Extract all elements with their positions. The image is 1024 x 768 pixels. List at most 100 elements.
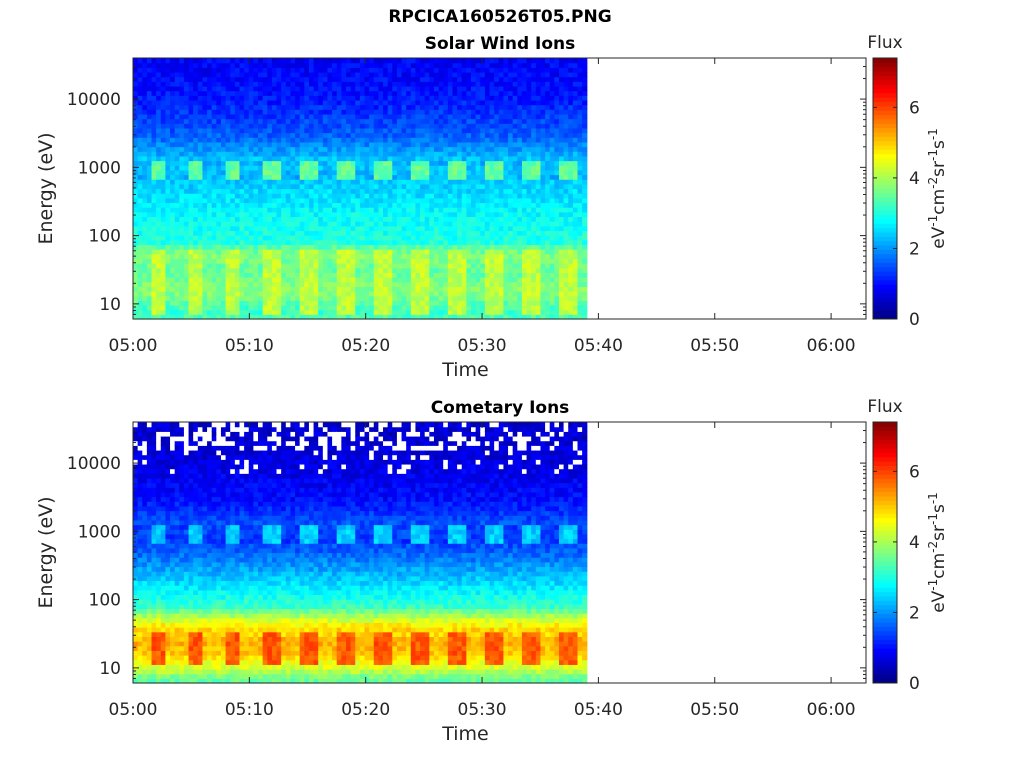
heatmap-cell (211, 113, 217, 120)
heatmap-cell (401, 160, 407, 166)
heatmap-cell (489, 127, 495, 134)
heatmap-cell (443, 99, 449, 106)
heatmap-cell (183, 295, 190, 301)
heatmap-cell (438, 127, 444, 134)
heatmap-cell (207, 258, 213, 264)
heatmap-cell (452, 127, 458, 134)
heatmap-cell (341, 235, 347, 241)
heatmap-cell (151, 281, 157, 287)
heatmap-cell (234, 179, 241, 185)
heatmap-cell (313, 216, 319, 222)
heatmap-cell (345, 169, 352, 176)
heatmap-cell (341, 249, 347, 255)
heatmap-cell (383, 118, 389, 124)
heatmap-cell (276, 193, 282, 199)
heatmap-cell (216, 169, 222, 176)
heatmap-cell (267, 62, 273, 68)
heatmap-cell (410, 123, 417, 129)
heatmap-cell (220, 216, 227, 222)
heatmap-cell (197, 300, 204, 306)
heatmap-cell (457, 300, 463, 306)
heatmap-cell (369, 314, 375, 320)
heatmap-cell (244, 277, 250, 283)
heatmap-cell (503, 291, 509, 297)
heatmap-cell (207, 141, 213, 148)
heatmap-cell (378, 244, 384, 250)
heatmap-cell (475, 155, 481, 162)
heatmap-cell (480, 277, 486, 283)
heatmap-cell (308, 188, 315, 194)
heatmap-cell (276, 239, 282, 246)
heatmap-cell (299, 272, 305, 278)
heatmap-cell (211, 267, 217, 273)
heatmap-cell (508, 207, 514, 213)
heatmap-cell (424, 90, 430, 96)
heatmap-cell (521, 225, 528, 232)
heatmap-cell (207, 225, 213, 232)
heatmap-cell (332, 193, 338, 199)
heatmap-cell (253, 221, 259, 227)
heatmap-cell (313, 165, 319, 171)
heatmap-cell (517, 76, 523, 82)
heatmap-cell (146, 151, 153, 157)
heatmap-cell (304, 281, 310, 287)
heatmap-cell (230, 132, 236, 138)
heatmap-cell (207, 193, 213, 199)
heatmap-cell (526, 249, 532, 255)
heatmap-cell (234, 85, 241, 92)
heatmap-cell (420, 146, 426, 152)
heatmap-cell (452, 132, 458, 138)
heatmap-cell (151, 127, 157, 134)
heatmap-cell (160, 76, 167, 82)
heatmap-cell (373, 314, 379, 320)
heatmap-cell (239, 141, 245, 148)
heatmap-cell (193, 249, 199, 255)
heatmap-cell (211, 58, 217, 64)
heatmap-cell (165, 118, 171, 124)
heatmap-cell (475, 141, 481, 148)
heatmap-cell (401, 146, 407, 152)
heatmap-cell (271, 118, 278, 124)
heatmap-cell (202, 165, 208, 171)
heatmap-cell (457, 104, 463, 110)
heatmap-cell (308, 272, 315, 278)
heatmap-cell (193, 300, 199, 306)
heatmap-cell (165, 76, 171, 82)
heatmap-cell (521, 300, 528, 306)
heatmap-cell (480, 225, 486, 232)
heatmap-cell (188, 216, 194, 222)
heatmap-cell (341, 165, 347, 171)
heatmap-cell (327, 277, 333, 283)
heatmap-cell (461, 137, 467, 143)
heatmap-cell (526, 267, 532, 273)
heatmap-cell (295, 211, 301, 218)
heatmap-cell (341, 183, 347, 190)
heatmap-cell (276, 58, 282, 64)
heatmap-cell (258, 235, 264, 241)
heatmap-cell (285, 253, 292, 260)
heatmap-cell (137, 165, 143, 171)
heatmap-cell (239, 188, 245, 194)
heatmap-cell (202, 249, 208, 255)
heatmap-cell (466, 295, 472, 301)
heatmap-cell (350, 62, 356, 68)
heatmap-cell (183, 305, 190, 311)
heatmap-cell (295, 309, 301, 315)
heatmap-cell (183, 272, 190, 278)
heatmap-cell (146, 132, 153, 138)
heatmap-cell (207, 81, 213, 87)
heatmap-cell (253, 141, 259, 148)
heatmap-cell (267, 165, 273, 171)
heatmap-cell (452, 267, 458, 273)
heatmap-cell (396, 113, 403, 120)
heatmap-cell (461, 132, 467, 138)
heatmap-cell (526, 174, 532, 180)
heatmap-cell (146, 216, 153, 222)
heatmap-cell (364, 305, 370, 311)
heatmap-cell (202, 263, 208, 269)
heatmap-cell (211, 202, 217, 208)
heatmap-cell (401, 174, 407, 180)
heatmap-cell (142, 221, 148, 227)
heatmap-cell (188, 281, 194, 287)
heatmap-cell (174, 127, 180, 134)
